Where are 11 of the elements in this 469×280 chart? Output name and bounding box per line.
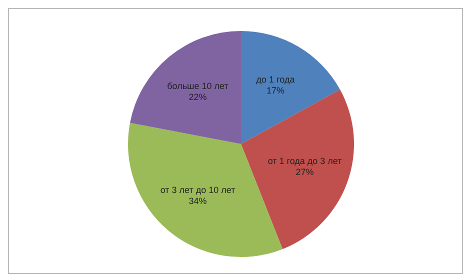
data-label: 34% (188, 196, 207, 206)
data-label: 17% (266, 86, 285, 96)
pie-slice (128, 122, 283, 257)
data-label: 22% (188, 92, 207, 102)
slice-label: больше 10 лет (167, 80, 228, 91)
slice-label: до 1 года (256, 74, 295, 85)
pie-slice (130, 31, 241, 144)
pie-slice (241, 31, 340, 144)
data-label: 27% (296, 166, 314, 177)
slice-label: от 3 лет до 10 лет (160, 185, 236, 196)
slice-label: от 1 года до 3 лет (268, 156, 342, 166)
